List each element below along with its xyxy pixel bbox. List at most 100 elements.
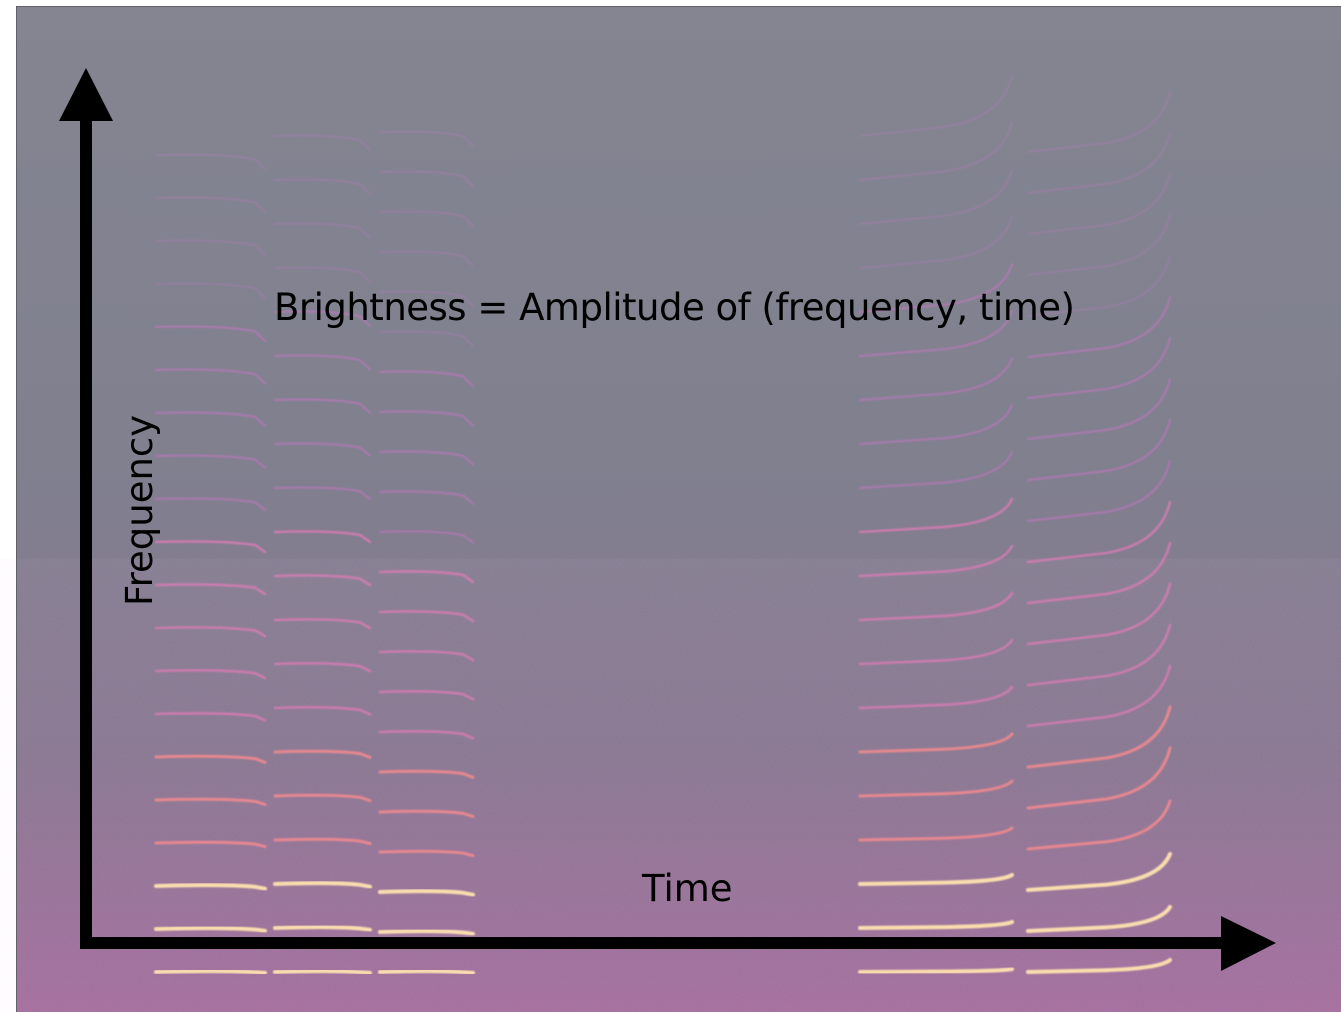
harmonic-stripe — [1026, 623, 1172, 687]
harmonic-stripe — [273, 398, 372, 414]
harmonic-stripe — [378, 610, 475, 623]
harmonic-stripe — [379, 170, 474, 187]
harmonic-stripe — [273, 486, 372, 500]
harmonic-stripe — [154, 926, 267, 933]
harmonic-stripe — [154, 454, 267, 469]
harmonic-stripe — [858, 309, 1014, 358]
harmonic-stripe — [154, 969, 267, 975]
harmonic-stripe — [1027, 91, 1171, 153]
harmonic-stripe — [154, 840, 267, 849]
harmonic-stripe — [154, 411, 267, 427]
harmonic-stripe — [273, 837, 372, 846]
harmonic-stripe — [273, 706, 372, 716]
harmonic-stripe — [1026, 377, 1172, 441]
harmonic-stripe — [858, 262, 1014, 314]
harmonic-stripe — [274, 178, 371, 195]
harmonic-stripe — [154, 754, 267, 764]
harmonic-stripe — [858, 826, 1014, 842]
harmonic-stripe — [273, 574, 372, 587]
harmonic-stripe — [859, 216, 1013, 269]
harmonic-stripe — [154, 583, 267, 596]
harmonic-stripe — [273, 749, 372, 759]
harmonic-stripe — [858, 967, 1014, 974]
harmonic-stripe — [858, 685, 1014, 710]
harmonic-stripe — [1026, 852, 1172, 892]
harmonic-stripe — [273, 881, 372, 889]
harmonic-stripe — [274, 266, 371, 283]
harmonic-stripe — [858, 356, 1014, 402]
harmonic-stripe — [858, 732, 1014, 754]
harmonic-stripe — [378, 490, 475, 505]
harmonic-stripe — [1027, 255, 1171, 317]
harmonic-stripe — [379, 210, 474, 227]
harmonic-stripe — [858, 450, 1014, 490]
harmonic-stripe — [378, 889, 475, 897]
harmonic-stripe — [154, 669, 267, 680]
axes — [59, 68, 1276, 971]
harmonic-stripe — [379, 290, 474, 307]
harmonic-stripe — [273, 354, 372, 371]
harmonic-stripe — [154, 797, 267, 806]
harmonic-stripe — [1026, 958, 1172, 974]
harmonic-stripe — [858, 403, 1014, 446]
harmonic-stripe — [273, 618, 372, 630]
harmonic-stripe — [154, 497, 267, 511]
harmonic-stripe — [1026, 500, 1172, 564]
x-axis-label: Time — [642, 867, 733, 910]
harmonic-stripe — [1026, 664, 1172, 728]
harmonic-stripe — [378, 450, 475, 466]
harmonic-stripe — [858, 779, 1014, 798]
harmonic-stripe — [858, 497, 1014, 534]
harmonic-stripe — [1027, 214, 1171, 276]
harmonic-stripe — [859, 169, 1013, 225]
harmonic-stripe — [155, 282, 266, 299]
y-axis-label: Frequency — [118, 414, 161, 606]
harmonic-stripe — [1026, 459, 1172, 523]
harmonic-stripe — [273, 530, 372, 544]
harmonic-stripe — [274, 134, 371, 151]
harmonic-stripe — [858, 920, 1014, 930]
harmonic-stripe — [378, 530, 475, 544]
harmonic-stripe — [273, 442, 372, 457]
harmonic-stripe — [1026, 746, 1172, 810]
harmonic-stripe — [273, 310, 372, 328]
harmonic-stripe — [378, 849, 475, 858]
harmonic-stripe — [379, 130, 474, 147]
harmonic-stripe — [1026, 295, 1172, 359]
harmonic-stripe — [858, 591, 1014, 622]
harmonic-stripe — [1026, 541, 1172, 605]
harmonic-stripe — [154, 368, 267, 385]
harmonic-stripe — [154, 540, 267, 554]
harmonic-stripe — [378, 969, 475, 975]
harmonic-stripe — [378, 929, 475, 936]
harmonic-stripe — [859, 75, 1013, 137]
harmonic-stripe — [378, 570, 475, 584]
harmonic-stripe — [273, 925, 372, 932]
harmonic-stripe — [1026, 418, 1172, 482]
harmonic-stripe — [858, 544, 1014, 578]
harmonic-stripe — [155, 239, 266, 256]
harmonic-stripe — [154, 883, 267, 891]
harmonic-stripe — [273, 793, 372, 802]
time-axis-arrowhead — [1221, 916, 1276, 971]
harmonic-stripe — [273, 969, 372, 975]
diagram-caption: Brightness = Amplitude of (frequency, ti… — [274, 286, 1075, 329]
harmonic-stripe — [378, 370, 475, 388]
harmonic-stripe — [273, 662, 372, 673]
harmonic-stripe — [1026, 705, 1172, 769]
harmonic-stripes — [14, 75, 1341, 975]
harmonic-stripe — [155, 153, 266, 170]
harmonic-stripe — [378, 690, 475, 701]
harmonic-stripe — [154, 325, 267, 343]
harmonic-stripe — [1026, 799, 1172, 851]
harmonic-stripe — [859, 122, 1013, 181]
harmonic-stripe — [378, 809, 475, 818]
harmonic-stripe — [1027, 173, 1171, 235]
harmonic-stripe — [155, 196, 266, 213]
harmonic-stripe — [1026, 582, 1172, 646]
frequency-axis-arrowhead — [59, 68, 113, 121]
harmonic-stripe — [378, 650, 475, 662]
harmonic-stripe — [858, 873, 1014, 886]
